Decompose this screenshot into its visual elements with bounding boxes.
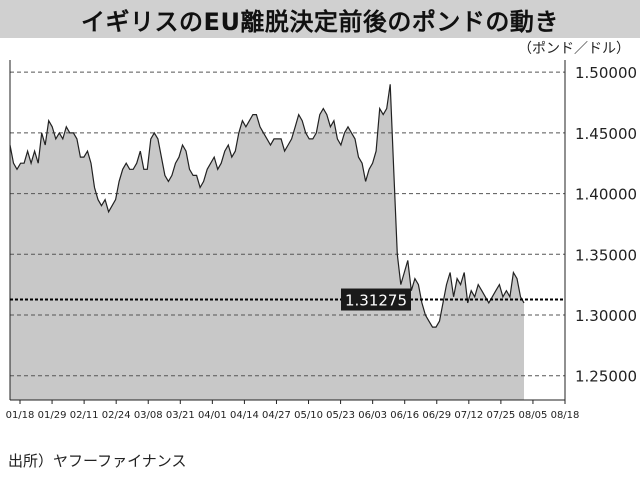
exchange-rate-chart: 1.25000 1.30000 1.35000 1.40000 1.45000 1.500… bbox=[6, 60, 637, 421]
price-line bbox=[9, 84, 525, 328]
y-tick-label: 1.45000 bbox=[575, 125, 637, 143]
x-tick-label: 08/05 bbox=[519, 410, 548, 421]
reference-label-box bbox=[341, 288, 411, 311]
x-tick-label: 02/11 bbox=[70, 410, 99, 421]
x-tick-label: 06/16 bbox=[390, 410, 419, 421]
x-tick-label: 06/03 bbox=[358, 410, 387, 421]
y-tick-label: 1.25000 bbox=[575, 368, 637, 386]
x-tick-label: 05/10 bbox=[294, 410, 323, 421]
x-tick-label: 08/18 bbox=[551, 410, 580, 421]
y-tick-label: 1.40000 bbox=[575, 186, 637, 204]
x-tick-label: 03/08 bbox=[134, 410, 163, 421]
source-label: 出所）ヤフーファイナンス bbox=[8, 452, 187, 470]
chart-title-bar: イギリスのEU離脱決定前後のポンドの動き bbox=[0, 0, 640, 38]
y-tick-label: 1.50000 bbox=[575, 64, 637, 82]
x-tick-label: 05/23 bbox=[326, 410, 355, 421]
x-tick-label: 04/01 bbox=[198, 410, 227, 421]
chart-title: イギリスのEU離脱決定前後のポンドの動き bbox=[81, 7, 559, 36]
x-tick-label: 01/18 bbox=[6, 410, 35, 421]
x-tick-label: 03/21 bbox=[166, 410, 195, 421]
y-tick-label: 1.30000 bbox=[575, 307, 637, 325]
x-tick-label: 04/27 bbox=[262, 410, 291, 421]
x-tick-label: 02/24 bbox=[102, 410, 131, 421]
reference-label: 1.31275 bbox=[345, 292, 407, 310]
price-area bbox=[10, 84, 524, 401]
x-tick-label: 07/12 bbox=[454, 410, 483, 421]
x-tick-label: 06/29 bbox=[422, 410, 451, 421]
x-tick-label: 01/29 bbox=[38, 410, 67, 421]
x-tick-label: 07/25 bbox=[486, 410, 515, 421]
unit-label: （ポンド／ドル） bbox=[518, 41, 630, 57]
x-tick-label: 04/14 bbox=[230, 410, 259, 421]
y-tick-label: 1.35000 bbox=[575, 246, 637, 264]
